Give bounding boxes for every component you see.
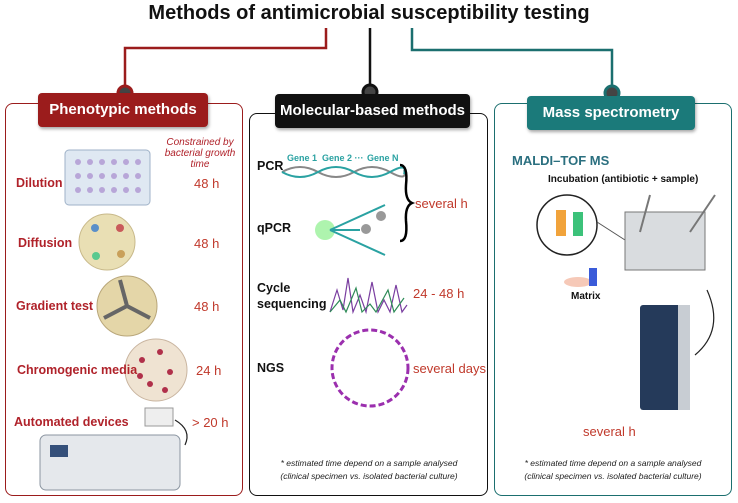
heading: Mass spectrometry — [527, 96, 695, 130]
time: 48 h — [194, 236, 220, 251]
method-label: NGS — [257, 361, 285, 375]
footnote: * estimated time depend on a sample anal… — [280, 458, 458, 468]
method-label: qPCR — [257, 221, 292, 235]
time: several h — [415, 196, 468, 211]
disk — [117, 250, 125, 258]
heading: Phenotypic methods — [38, 93, 208, 127]
matrix-label: Matrix — [571, 291, 601, 302]
method-label: Diffusion — [18, 236, 73, 250]
method-name: MALDI–TOF MS — [512, 153, 610, 168]
matrix-dish — [564, 277, 592, 287]
gene-label: Gene 2 ··· — [322, 153, 364, 163]
connector — [410, 28, 614, 92]
ms-instrument — [640, 305, 690, 410]
method-label: Cycle sequencing — [257, 281, 327, 311]
disk — [92, 252, 100, 260]
method-label: PCR — [257, 159, 284, 173]
card — [144, 407, 174, 427]
chromatogram — [329, 277, 408, 315]
time: 24 h — [196, 363, 222, 378]
footnote: (clinical specimen vs. isolated bacteria… — [280, 471, 458, 481]
target-plate — [624, 211, 706, 271]
gene-label: Gene N — [367, 153, 399, 163]
method-label: Gradient test — [16, 299, 94, 313]
gene-label: Gene 1 — [287, 153, 318, 163]
microplate — [64, 149, 151, 206]
pipette — [639, 194, 716, 233]
time: several h — [583, 424, 636, 439]
footnote: * estimated time depend on a sample anal… — [524, 458, 702, 468]
note: Constrained by bacterial growth time — [164, 137, 236, 170]
brace — [399, 163, 416, 243]
genome — [330, 328, 410, 408]
screen — [50, 445, 68, 457]
time: > 20 h — [192, 415, 229, 430]
arrow — [694, 289, 715, 356]
vial — [556, 210, 566, 236]
method-label: Chromogenic media — [17, 363, 138, 377]
colonies — [137, 349, 173, 393]
gradient-strips — [103, 279, 151, 320]
ms-panel — [678, 305, 690, 410]
matrix-tube — [589, 268, 597, 286]
time: several days — [413, 361, 486, 376]
method-label: Automated devices — [14, 415, 129, 429]
connector — [123, 28, 328, 92]
probe — [315, 220, 335, 240]
dna — [281, 166, 406, 178]
quencher — [361, 224, 371, 234]
disk — [91, 224, 99, 232]
disk — [116, 224, 124, 232]
petri-dish — [124, 338, 188, 402]
heading: Molecular-based methods — [275, 94, 470, 128]
time: 48 h — [194, 299, 220, 314]
method-label: Dilution — [16, 176, 63, 190]
quencher — [376, 211, 386, 221]
zoom-line — [596, 221, 626, 241]
incubation — [536, 194, 598, 256]
wells — [75, 159, 141, 193]
footnote: (clinical specimen vs. isolated bacteria… — [524, 471, 702, 481]
automated-device — [39, 434, 181, 491]
title: Methods of antimicrobial susceptibility … — [148, 2, 590, 24]
arrow — [174, 419, 188, 446]
time: 48 h — [194, 176, 220, 191]
incubation-label: Incubation (antibiotic + sample) — [548, 174, 699, 185]
time: 24 - 48 h — [413, 286, 465, 301]
chromatogram — [329, 286, 405, 314]
vial — [573, 212, 583, 236]
qpcr — [329, 204, 386, 256]
